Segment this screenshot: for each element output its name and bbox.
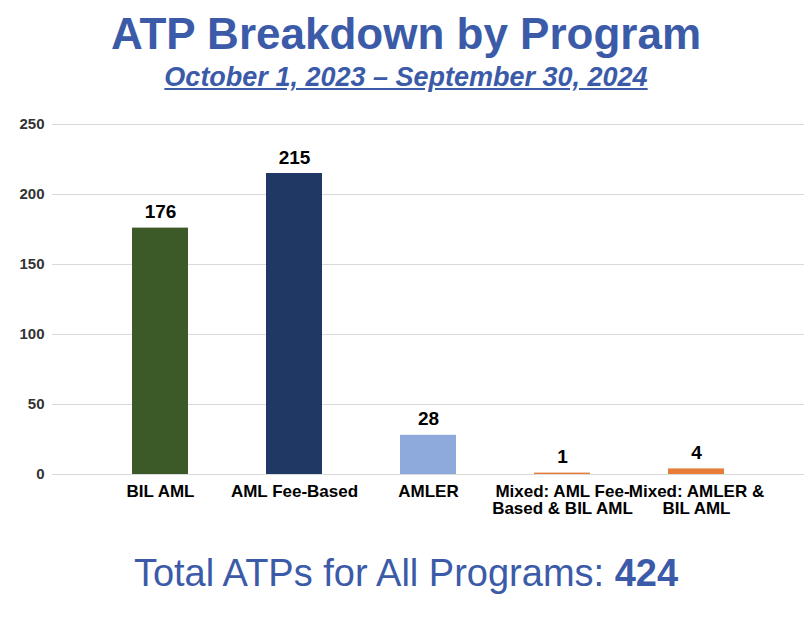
html-text:October 1, 2023 – September 30: October 1, 2023 – September 30, 2024 xyxy=(164,62,648,92)
svg-text:215: 215 xyxy=(279,147,311,168)
svg-text:150: 150 xyxy=(19,255,44,272)
svg-text:AML Fee-Based: AML Fee-Based xyxy=(231,482,358,501)
svg-text:Mixed: AML Fee-Based & BIL AML: Mixed: AML Fee-Based & BIL AML xyxy=(492,482,633,518)
svg-text:250: 250 xyxy=(19,115,44,132)
svg-text:Mixed: AMLER &BIL AML: Mixed: AMLER &BIL AML xyxy=(629,482,764,518)
svg-text:176: 176 xyxy=(145,201,177,222)
svg-text:BIL AML: BIL AML xyxy=(127,482,195,501)
svg-text:200: 200 xyxy=(19,185,44,202)
svg-text:28: 28 xyxy=(418,408,439,429)
svg-text:AMLER: AMLER xyxy=(398,482,458,501)
html-text:Total ATPs for All Programs: 4: Total ATPs for All Programs: 424 xyxy=(133,552,679,594)
html-text:ATP Breakdown by Program: ATP Breakdown by Program xyxy=(111,9,701,58)
svg-text:50: 50 xyxy=(28,395,45,412)
svg-text:0: 0 xyxy=(36,465,44,482)
svg-text:4: 4 xyxy=(691,442,702,463)
svg-text:1: 1 xyxy=(557,446,568,467)
svg-text:100: 100 xyxy=(19,325,44,342)
